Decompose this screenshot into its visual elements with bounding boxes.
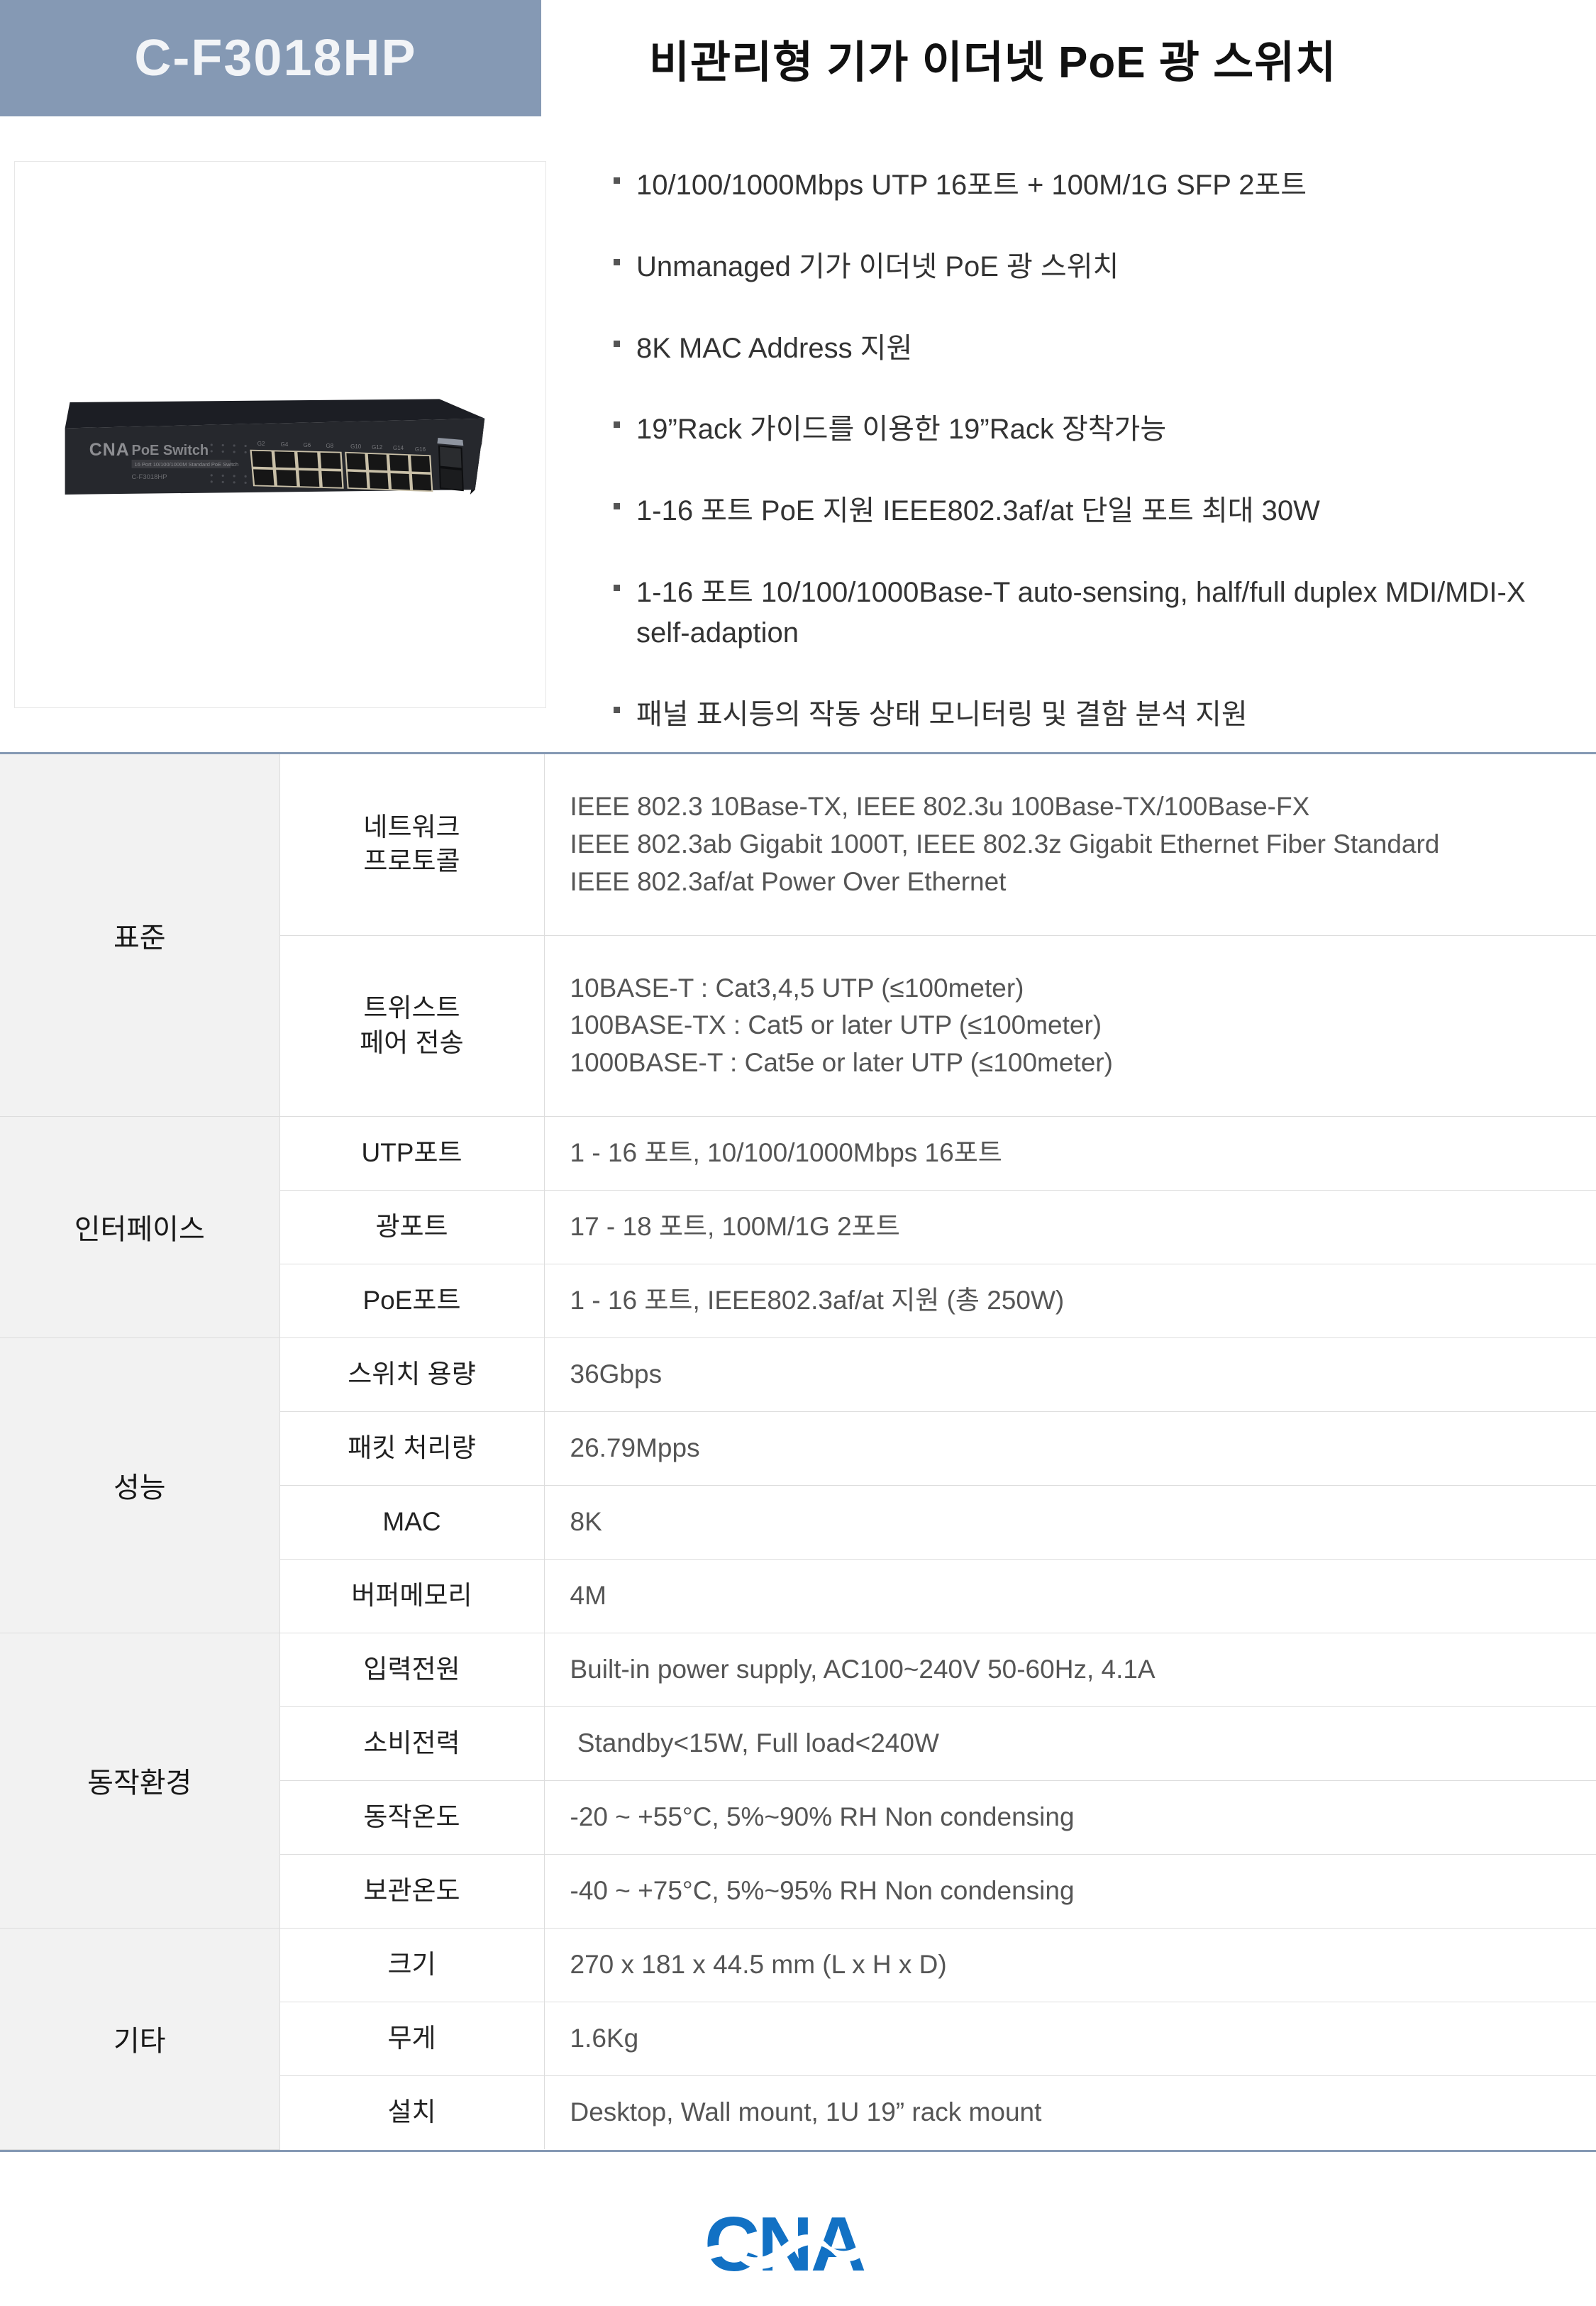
svg-text:CNA: CNA: [89, 440, 130, 460]
svg-text:G4: G4: [281, 441, 289, 448]
svg-text:G8: G8: [326, 443, 333, 449]
svg-text:G14: G14: [393, 445, 404, 451]
svg-text:G6: G6: [304, 442, 311, 448]
svg-text:16 Port 10/100/1000M Standard: 16 Port 10/100/1000M Standard PoE Switch: [135, 461, 239, 468]
svg-text:C-F3018HP: C-F3018HP: [132, 473, 167, 481]
svg-text:G10: G10: [350, 443, 362, 450]
svg-text:PoE Switch: PoE Switch: [132, 443, 209, 458]
svg-text:G2: G2: [257, 441, 265, 447]
svg-text:G16: G16: [415, 446, 426, 453]
svg-text:G12: G12: [372, 444, 383, 451]
